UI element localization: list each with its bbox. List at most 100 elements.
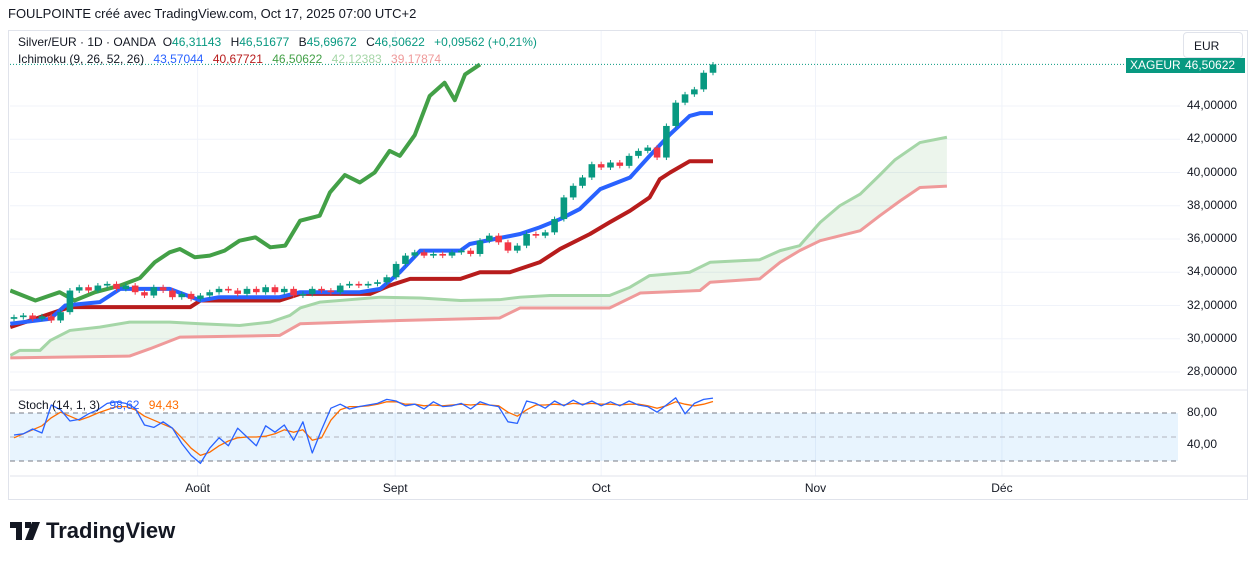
candle xyxy=(178,291,186,300)
candle-body xyxy=(299,293,307,296)
span-a-line xyxy=(10,135,948,357)
candle-body xyxy=(141,292,148,296)
candle-body xyxy=(271,287,279,293)
candle xyxy=(458,248,465,255)
candle-body xyxy=(131,285,139,293)
candle-body xyxy=(625,155,633,166)
candle-body xyxy=(616,162,624,166)
high-label: H xyxy=(230,35,240,49)
candle xyxy=(85,284,92,294)
candle-body xyxy=(57,312,64,321)
candle xyxy=(169,288,176,300)
candle-body xyxy=(327,290,335,293)
candle-body xyxy=(169,290,176,298)
candle xyxy=(327,288,335,295)
candle-body xyxy=(150,287,158,296)
candle xyxy=(607,160,614,171)
candle-body xyxy=(47,316,55,321)
candle xyxy=(523,231,530,249)
price-tick-label: 36,00000 xyxy=(1187,231,1238,245)
candle xyxy=(448,249,456,259)
candle-body xyxy=(66,290,74,313)
candle xyxy=(20,312,27,320)
x-tick-label: Déc xyxy=(991,481,1013,495)
price-tick-label: 32,00000 xyxy=(1187,297,1238,312)
open-value: 46,31143 xyxy=(172,35,222,49)
candle xyxy=(113,281,120,292)
candle-body xyxy=(495,235,502,243)
stoch-legend: Stoch (14, 1, 3) 98,62 94,43 xyxy=(18,398,179,412)
candle-body xyxy=(197,295,204,299)
candle xyxy=(513,243,521,254)
currency-selector[interactable]: EUR xyxy=(1183,32,1243,58)
candle-body xyxy=(364,283,372,286)
span-a-value: 42,12383 xyxy=(331,52,382,66)
stoch-pane xyxy=(10,397,1178,465)
candle-body xyxy=(402,255,409,264)
symbol-name[interactable]: Silver/EUR · 1D · OANDA xyxy=(18,35,157,49)
x-tick-label: Sept xyxy=(382,481,408,495)
candle-body xyxy=(383,277,391,283)
candle-body xyxy=(103,283,111,286)
candle xyxy=(280,286,288,295)
chikou-value: 46,50622 xyxy=(272,52,323,66)
price-tick-label: 38,00000 xyxy=(1187,197,1238,212)
tradingview-logo-icon xyxy=(10,522,40,540)
change-value: +0,09562 (+0,21%) xyxy=(434,35,537,49)
candle xyxy=(364,281,372,289)
candle-body xyxy=(392,263,400,278)
candle xyxy=(150,284,158,299)
tenkan-line xyxy=(10,111,713,326)
candle xyxy=(402,253,409,267)
candle-body xyxy=(597,164,605,168)
candle xyxy=(103,281,111,289)
candle-body xyxy=(374,282,381,284)
candle xyxy=(588,161,596,180)
candle-body xyxy=(346,283,353,286)
candle xyxy=(253,286,260,295)
stoch-label[interactable]: Stoch (14, 1, 3) xyxy=(18,398,101,412)
candle xyxy=(355,281,363,289)
grid xyxy=(10,31,1247,477)
candle xyxy=(560,194,568,222)
candle-body xyxy=(225,288,232,291)
candle xyxy=(336,283,344,295)
candle-body xyxy=(532,234,540,236)
close-label: C xyxy=(366,35,375,49)
candle-body xyxy=(243,288,251,294)
candle xyxy=(495,233,502,245)
logo-text: TradingView xyxy=(46,518,176,543)
low-value: 45,69672 xyxy=(306,35,357,49)
x-tick-label: Août xyxy=(185,481,210,495)
symbol-legend: Silver/EUR · 1D · OANDA O46,31143 H46,51… xyxy=(18,35,537,49)
candle-body xyxy=(709,64,717,73)
candle-body xyxy=(308,288,316,294)
ichimoku-cloud xyxy=(10,137,947,358)
x-tick-label: Oct xyxy=(591,481,611,495)
ichimoku-label[interactable]: Ichimoku (9, 26, 52, 26) xyxy=(18,52,145,66)
candle xyxy=(653,145,661,161)
candle xyxy=(38,313,46,322)
candle xyxy=(681,91,689,106)
stoch-tick-label: 40,00 xyxy=(1187,437,1218,451)
candle-body xyxy=(653,147,661,158)
open-label: O xyxy=(162,35,173,49)
high-value: 46,51677 xyxy=(239,35,290,49)
candle-body xyxy=(122,285,130,289)
candle-body xyxy=(513,245,521,251)
candle xyxy=(691,86,698,97)
price-tick-label: 28,00000 xyxy=(1187,364,1238,378)
candle-body xyxy=(29,315,36,319)
price-tick-label: 34,00000 xyxy=(1187,264,1238,279)
candle-body xyxy=(94,285,102,291)
tradingview-logo: TradingView xyxy=(10,518,175,544)
stoch-k-value: 98,62 xyxy=(109,398,140,412)
candle xyxy=(579,174,586,189)
span-b-value: 39,17874 xyxy=(391,52,442,66)
candle-body xyxy=(113,283,120,289)
candle-body xyxy=(476,240,484,254)
candle xyxy=(225,286,232,294)
candle xyxy=(187,291,195,302)
candle xyxy=(616,160,624,169)
